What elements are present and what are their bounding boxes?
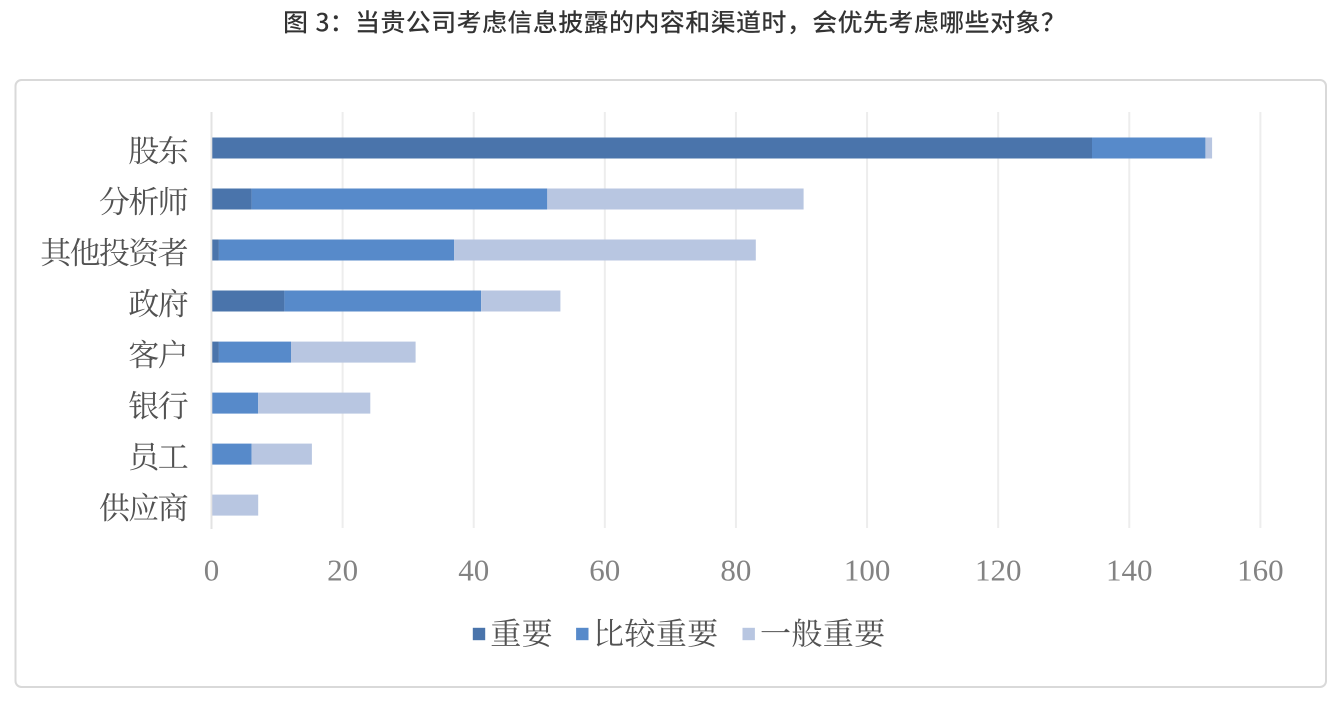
svg-text:120: 120 — [975, 553, 1022, 588]
svg-text:160: 160 — [1237, 553, 1284, 588]
svg-text:80: 80 — [720, 553, 751, 588]
svg-text:140: 140 — [1106, 553, 1153, 588]
svg-text:100: 100 — [844, 553, 891, 588]
svg-text:60: 60 — [589, 553, 620, 588]
svg-text:40: 40 — [458, 553, 489, 588]
svg-text:20: 20 — [327, 553, 358, 588]
svg-text:0: 0 — [204, 553, 220, 588]
